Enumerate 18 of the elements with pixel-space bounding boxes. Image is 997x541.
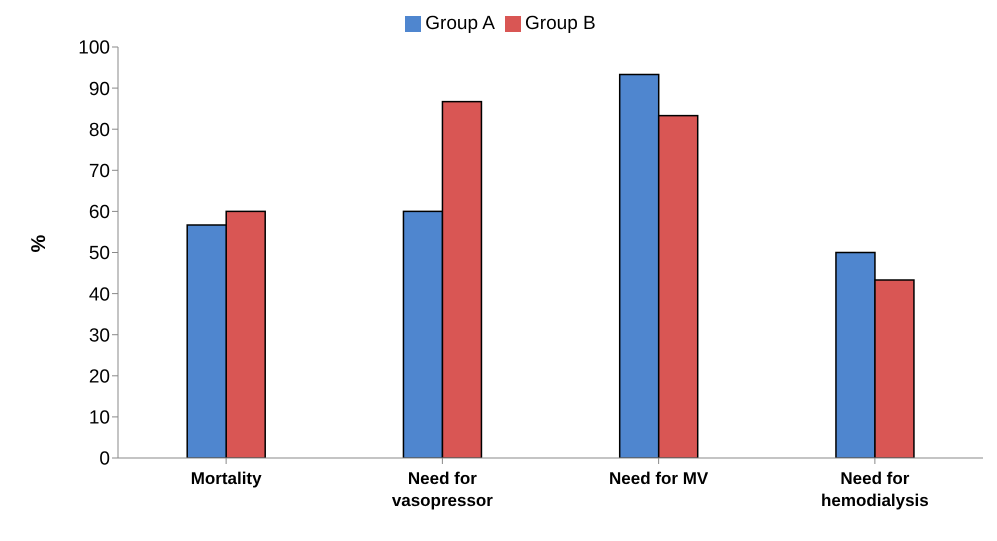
x-tick-label: Mortality [190, 469, 262, 488]
y-tick-label: 0 [99, 448, 110, 470]
x-tick-label: Need for MV [609, 469, 709, 488]
x-tick-label: Need for hemodialysis [821, 469, 929, 510]
y-tick-label: 30 [88, 325, 110, 346]
y-tick-label: 50 [88, 243, 110, 264]
legend-label: Group A [425, 13, 495, 34]
y-tick-label: 90 [88, 78, 110, 100]
y-tick-label: 40 [88, 284, 110, 306]
y-tick-label: 80 [88, 120, 110, 141]
y-axis-title: % [28, 234, 50, 252]
y-tick-label: 100 [78, 38, 110, 59]
y-tick-label: 10 [88, 408, 110, 429]
y-tick-label: 60 [88, 202, 110, 224]
y-tick-label: 20 [88, 366, 110, 388]
legend-label: Group B [524, 13, 596, 34]
y-tick-label: 70 [88, 161, 110, 182]
x-tick-label: Need for vasopressor [392, 469, 494, 510]
